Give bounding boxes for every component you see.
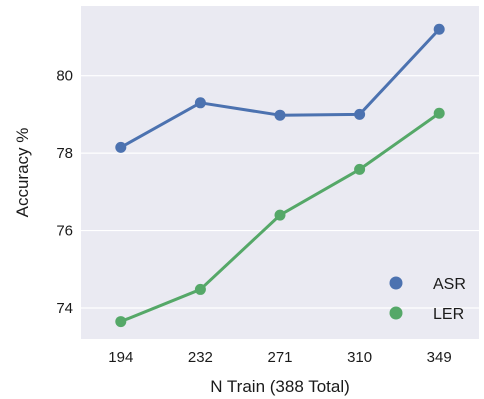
x-tick-labels: 194 232 271 310 349 xyxy=(108,349,451,366)
x-tick-label: 271 xyxy=(267,349,292,366)
series-group xyxy=(115,23,445,328)
x-tick-label: 310 xyxy=(347,349,372,366)
x-tick-label: 194 xyxy=(108,349,133,366)
plot-background xyxy=(81,6,479,339)
data-point-ler xyxy=(194,283,206,295)
x-tick-label: 232 xyxy=(188,349,213,366)
y-tick-label: 74 xyxy=(56,300,73,317)
data-point-asr xyxy=(115,141,127,153)
y-tick-labels: 74 76 78 80 xyxy=(56,68,73,317)
data-point-ler xyxy=(433,107,445,119)
data-point-asr xyxy=(354,108,366,120)
legend-label-ler: LER xyxy=(433,306,464,323)
legend: ASR LER xyxy=(389,276,466,323)
data-point-ler xyxy=(354,163,366,175)
data-point-asr xyxy=(274,109,286,121)
y-axis-label: Accuracy % xyxy=(13,128,32,218)
y-tick-label: 76 xyxy=(56,223,73,240)
data-point-ler xyxy=(115,316,127,328)
y-tick-label: 80 xyxy=(56,68,73,85)
legend-marker-ler xyxy=(389,306,403,320)
y-tick-label: 78 xyxy=(56,145,73,162)
legend-marker-asr xyxy=(389,276,403,290)
x-tick-label: 349 xyxy=(427,349,452,366)
data-point-asr xyxy=(194,97,206,109)
x-axis-label: N Train (388 Total) xyxy=(210,377,350,396)
grid-lines xyxy=(81,75,479,309)
data-point-asr xyxy=(433,23,445,35)
data-point-ler xyxy=(274,209,286,221)
legend-label-asr: ASR xyxy=(433,276,466,293)
